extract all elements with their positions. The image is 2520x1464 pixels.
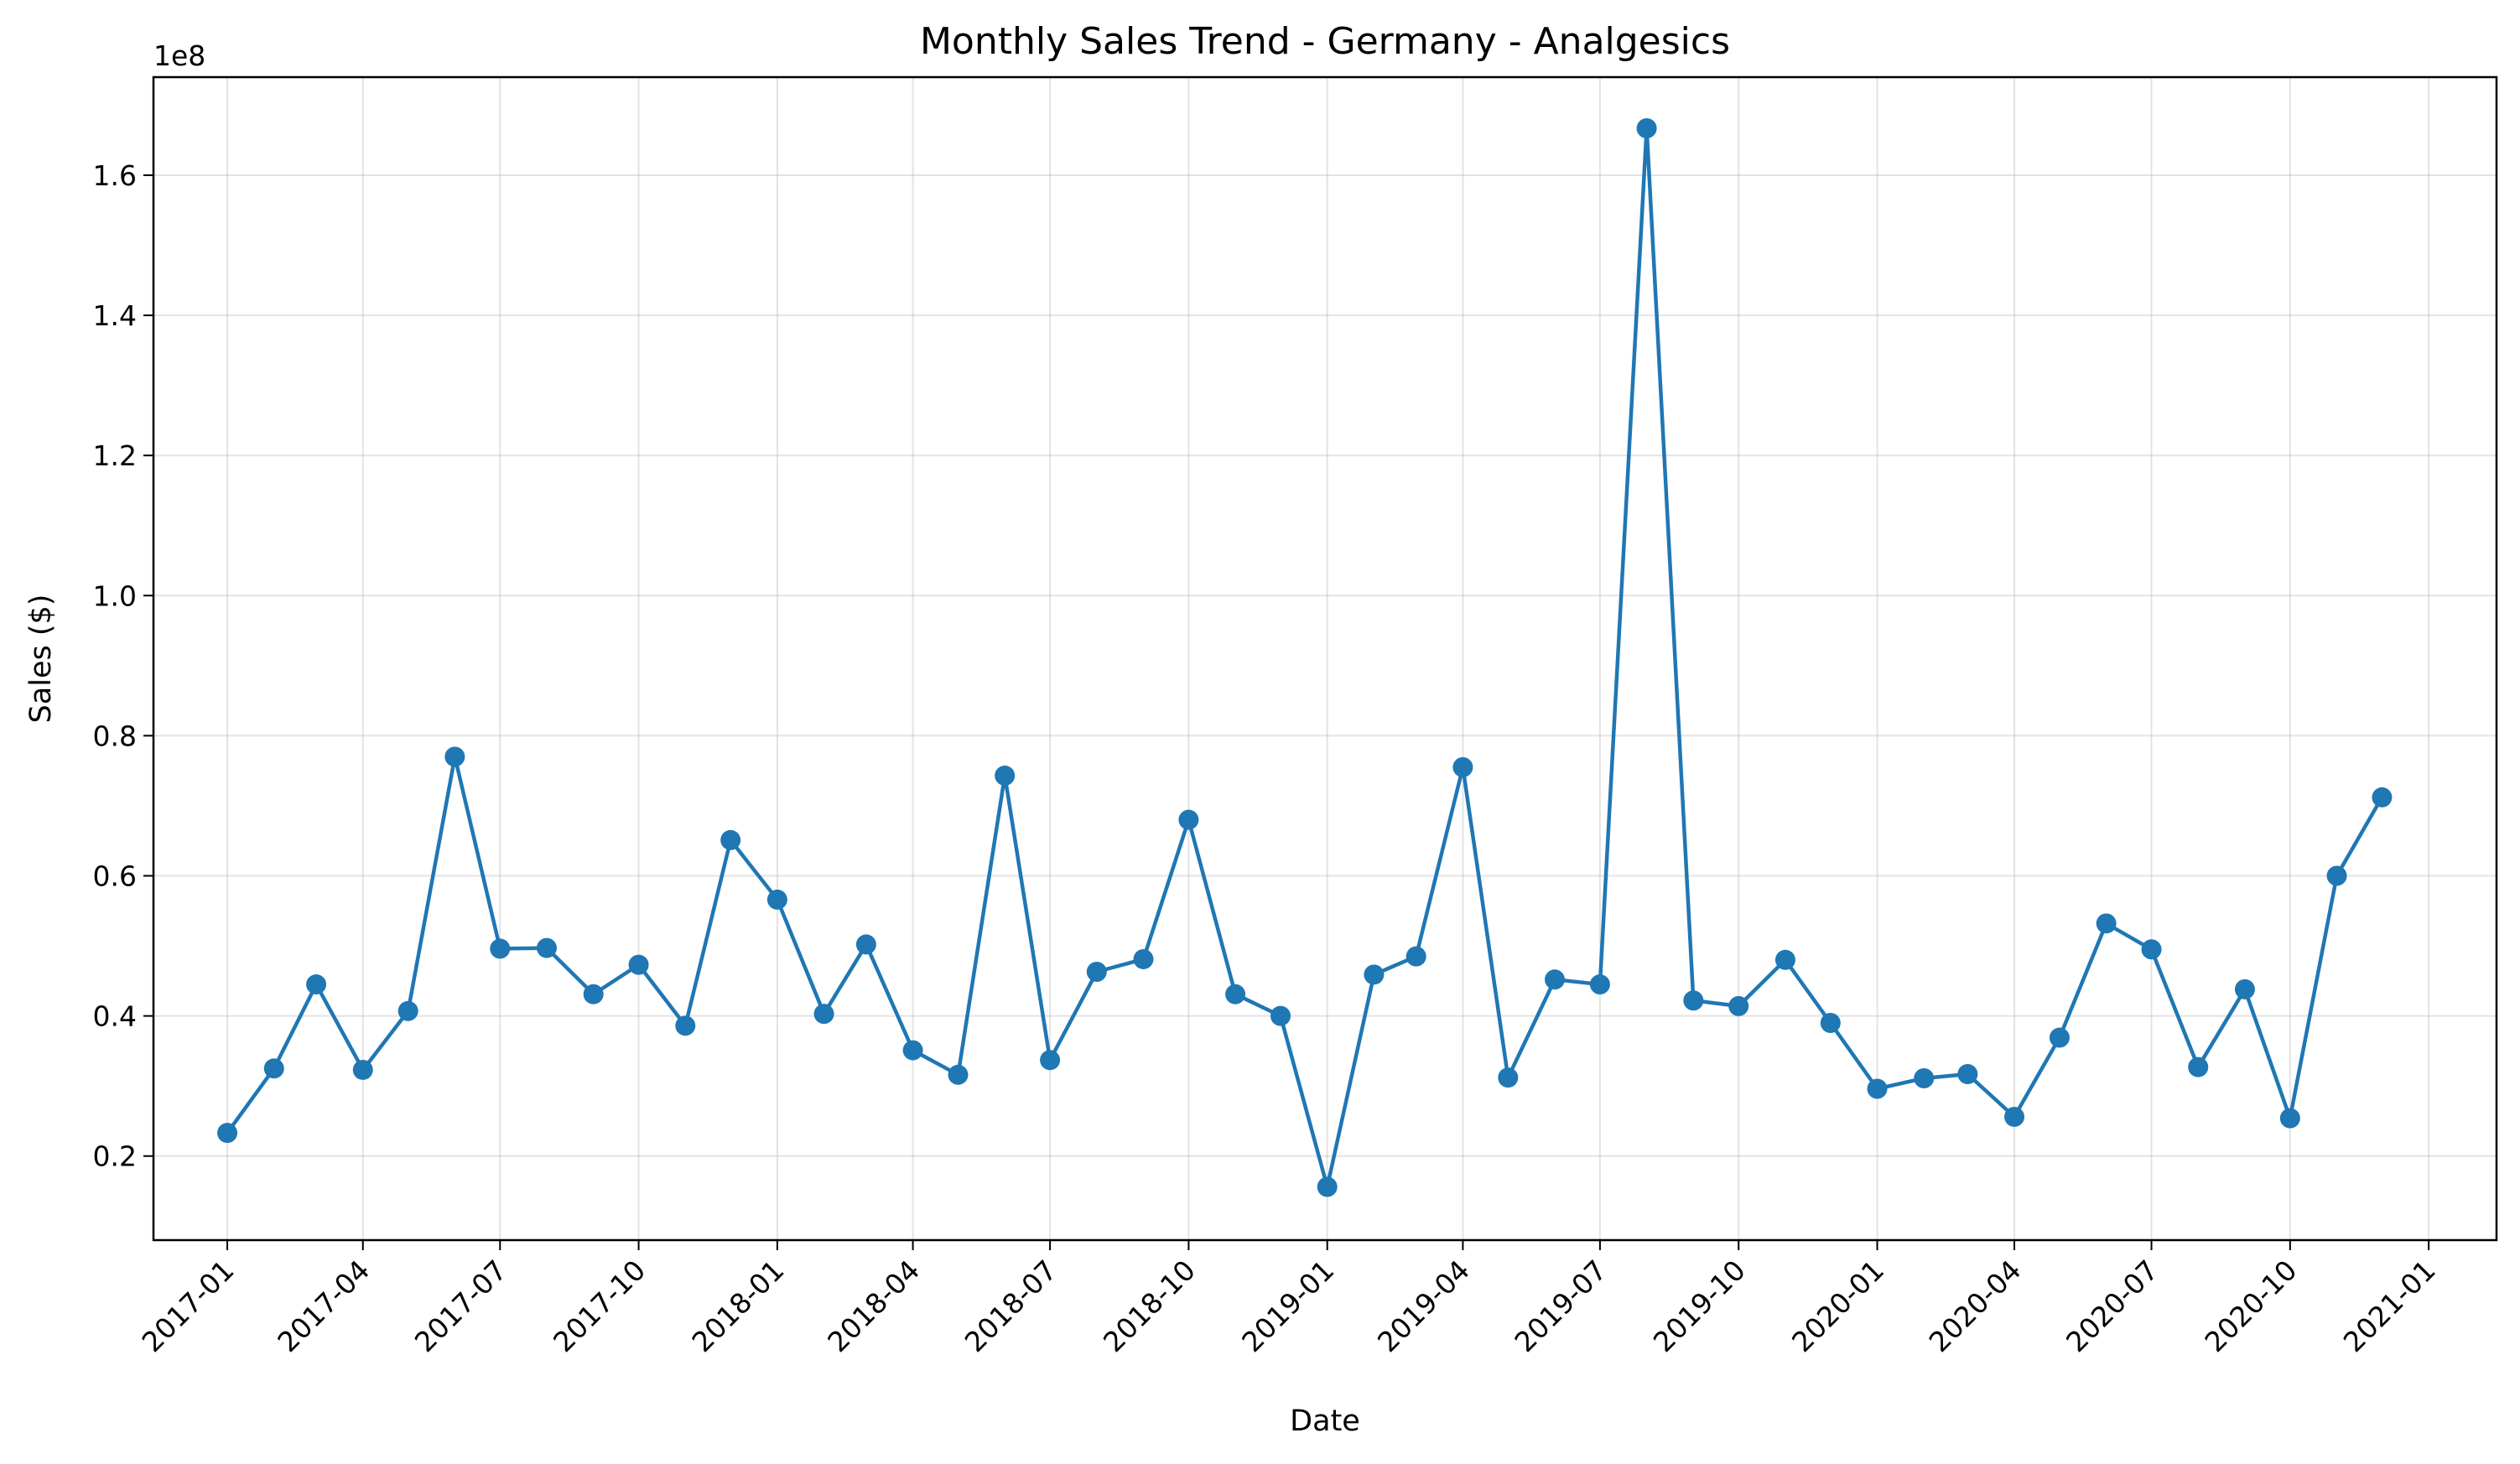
chart-title: Monthly Sales Trend - Germany - Analgesi… <box>920 20 1730 63</box>
data-point <box>490 938 511 959</box>
y-axis-offset-label: 1e8 <box>153 39 205 72</box>
x-axis-label: Date <box>1290 1404 1360 1438</box>
data-point <box>1589 974 1610 995</box>
data-point <box>2372 787 2393 807</box>
y-tick-label: 0.4 <box>93 1000 137 1033</box>
data-point <box>675 1015 696 1036</box>
data-point <box>995 766 1016 787</box>
data-point <box>2141 939 2162 960</box>
data-point <box>720 829 741 850</box>
data-point <box>2049 1027 2070 1048</box>
data-point <box>1270 1005 1291 1026</box>
data-point <box>1225 984 1246 1005</box>
data-point <box>1452 757 1473 778</box>
data-point <box>855 934 876 955</box>
data-point <box>263 1058 284 1079</box>
data-point <box>2096 913 2117 934</box>
data-point <box>1498 1067 1519 1088</box>
data-point <box>1317 1176 1338 1197</box>
data-point <box>902 1040 923 1061</box>
data-point <box>1040 1050 1061 1071</box>
y-tick-label: 0.6 <box>93 860 137 893</box>
data-point <box>306 974 327 995</box>
data-point <box>1405 946 1426 967</box>
data-point <box>1914 1067 1935 1088</box>
y-tick-label: 0.2 <box>93 1140 137 1173</box>
data-point <box>1683 990 1704 1011</box>
data-point <box>2234 979 2255 999</box>
data-point <box>1867 1078 1888 1099</box>
data-point <box>217 1123 238 1144</box>
data-point <box>948 1064 969 1085</box>
data-point <box>2188 1056 2209 1077</box>
y-tick-label: 1.0 <box>93 579 137 612</box>
data-point <box>813 1004 834 1025</box>
data-point <box>628 954 649 975</box>
data-point <box>2004 1106 2025 1127</box>
y-axis-ticks: 0.2 0.4 0.6 0.8 1.0 1.2 1.4 1.6 <box>93 159 153 1173</box>
data-point <box>352 1059 373 1080</box>
data-point <box>583 984 604 1005</box>
data-point <box>1086 961 1107 982</box>
data-point <box>1774 949 1795 970</box>
y-tick-label: 0.8 <box>93 719 137 752</box>
data-point <box>1178 809 1199 830</box>
data-point <box>397 1000 418 1021</box>
data-point <box>536 937 557 958</box>
y-tick-label: 1.2 <box>93 439 137 472</box>
data-point <box>2279 1108 2300 1129</box>
data-point <box>444 746 465 767</box>
y-tick-label: 1.4 <box>93 299 137 332</box>
data-series <box>217 117 2393 1197</box>
y-tick-label: 1.6 <box>93 159 137 192</box>
data-point <box>1545 969 1566 990</box>
data-point <box>766 889 787 910</box>
series-line <box>226 126 2384 1189</box>
data-point <box>1820 1012 1841 1033</box>
y-axis-label: Sales ($) <box>24 594 58 724</box>
data-point <box>2326 865 2347 886</box>
data-point <box>1636 117 1657 138</box>
data-point <box>1957 1063 1978 1084</box>
plot-frame <box>152 75 2498 1242</box>
data-point <box>1133 948 1154 969</box>
data-point <box>1728 995 1749 1016</box>
data-point <box>1364 964 1385 985</box>
